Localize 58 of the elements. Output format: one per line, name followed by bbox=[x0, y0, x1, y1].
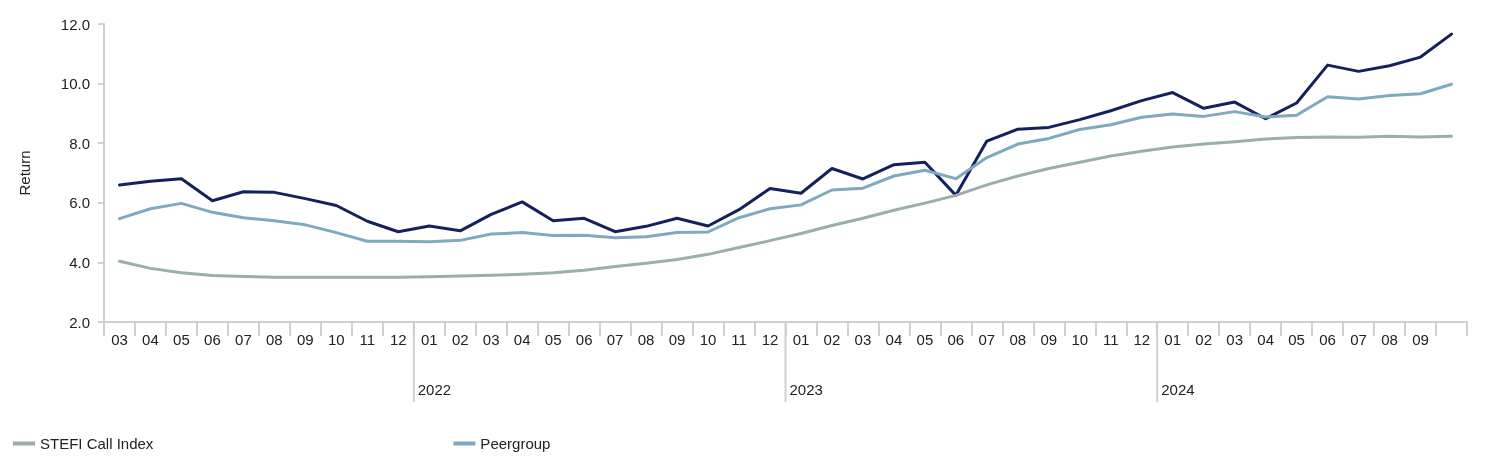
x-tick-label: 09 bbox=[297, 331, 314, 348]
x-tick-label: 07 bbox=[1350, 331, 1367, 348]
x-tick-label: 05 bbox=[173, 331, 190, 348]
x-tick-label: 06 bbox=[575, 331, 593, 348]
y-axis-title: Return bbox=[16, 150, 33, 196]
x-tick-label: 08 bbox=[1381, 331, 1398, 348]
y-tick-label: 8.0 bbox=[69, 134, 90, 152]
x-tick-label: 08 bbox=[266, 331, 283, 348]
y-tick-label: 2.0 bbox=[69, 313, 90, 331]
x-tick-label: 04 bbox=[1257, 331, 1274, 348]
x-tick-label: 05 bbox=[544, 331, 562, 348]
text: 2022 bbox=[417, 381, 452, 398]
x-tick-label: 02 bbox=[1195, 331, 1213, 348]
x-tick-label: 11 bbox=[1102, 331, 1119, 348]
x-tick-label: 12 bbox=[1133, 331, 1151, 348]
line-series bbox=[117, 82, 1454, 244]
text: 2024 bbox=[1161, 381, 1195, 398]
x-tick-label: 11 bbox=[731, 331, 747, 348]
x-tick-label: 01 bbox=[1164, 331, 1182, 348]
x-tick-label: 04 bbox=[142, 331, 159, 348]
x-tick-label: 04 bbox=[885, 331, 903, 348]
x-tick-label: 06 bbox=[947, 331, 965, 348]
x-tick-label: 08 bbox=[637, 331, 655, 348]
x-tick-label: 07 bbox=[978, 331, 996, 348]
x-tick-label: 06 bbox=[1319, 331, 1336, 348]
text: 2023 bbox=[789, 381, 823, 398]
x-tick-label: 05 bbox=[1288, 331, 1305, 348]
x-tick-label: 09 bbox=[1412, 331, 1429, 348]
x-tick-label: 03 bbox=[111, 331, 128, 348]
y-tick-label: 6.0 bbox=[69, 194, 90, 212]
x-tick-label: 05 bbox=[916, 331, 934, 348]
x-tick-label: 12 bbox=[761, 331, 779, 348]
x-tick-label: 10 bbox=[699, 331, 717, 348]
x-tick-label: 03 bbox=[1226, 331, 1244, 348]
x-tick-label: 12 bbox=[389, 331, 407, 348]
y-tick-label: 10.0 bbox=[60, 75, 90, 93]
line-series bbox=[117, 32, 1454, 234]
x-tick-label: 01 bbox=[420, 331, 438, 348]
x-tick-label: 04 bbox=[513, 331, 531, 348]
line-series bbox=[117, 134, 1454, 279]
x-tick-label: 09 bbox=[1040, 331, 1058, 348]
legend-label: Peergroup bbox=[480, 435, 551, 452]
y-tick-label: 4.0 bbox=[69, 253, 90, 271]
x-tick-label: 08 bbox=[1009, 331, 1027, 348]
x-tick-label: 03 bbox=[482, 331, 500, 348]
x-tick-label: 02 bbox=[823, 331, 841, 348]
x-tick-label: 10 bbox=[327, 331, 345, 348]
legend-label: STEFI Call Index bbox=[40, 435, 154, 452]
y-tick-label: 12.0 bbox=[60, 15, 90, 33]
x-tick-label: 10 bbox=[1071, 331, 1089, 348]
x-tick-label: 01 bbox=[792, 331, 810, 348]
x-tick-label: 07 bbox=[235, 331, 252, 348]
x-tick-label: 07 bbox=[606, 331, 624, 348]
x-tick-label: 06 bbox=[204, 331, 221, 348]
x-tick-label: 11 bbox=[359, 331, 376, 348]
x-tick-label: 09 bbox=[668, 331, 686, 348]
x-tick-label: 02 bbox=[451, 331, 469, 348]
x-tick-label: 03 bbox=[854, 331, 872, 348]
